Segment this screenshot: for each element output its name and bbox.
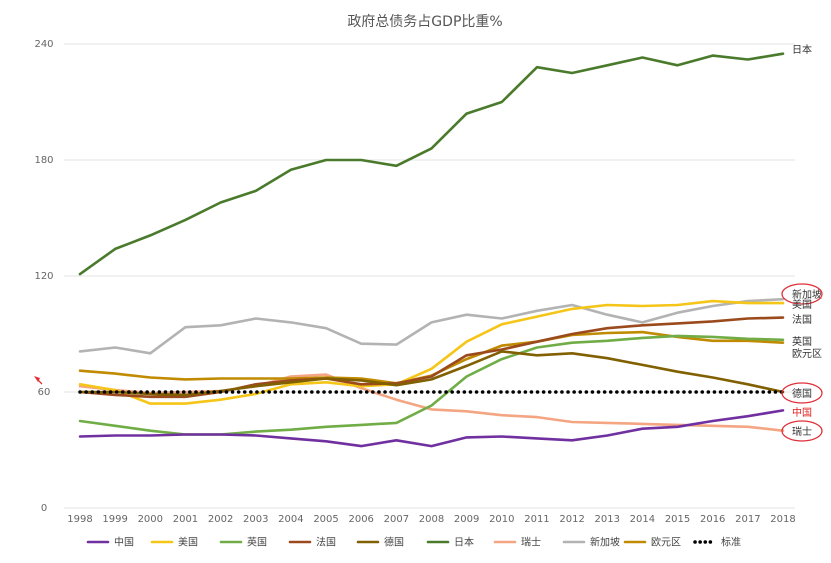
y-axis-ticks: 0 60 120 180 240 [34, 39, 53, 514]
x-tick-label: 2011 [524, 514, 549, 525]
series-line-法国 [78, 316, 785, 399]
x-tick-label: 2015 [665, 514, 690, 525]
x-tick-label: 2010 [489, 514, 514, 525]
series-line-日本 [78, 52, 785, 276]
series-line-中国 [78, 409, 785, 448]
x-tick-label: 2017 [735, 514, 760, 525]
marker-arrow-icon [34, 376, 43, 385]
end-label-新加坡: 新加坡 [792, 288, 822, 301]
legend-label-美国: 美国 [178, 536, 198, 549]
end-label-日本: 日本 [792, 43, 812, 56]
x-axis-ticks: 1998 1999 2000 2001 2002 2003 2004 2005 2006 2007… [67, 514, 795, 525]
highlight-circle [781, 283, 823, 305]
x-tick-label: 2003 [243, 514, 268, 525]
x-tick-label: 2002 [208, 514, 233, 525]
end-label-英国: 英国 [792, 335, 812, 348]
legend-label-瑞士: 瑞士 [521, 536, 541, 549]
arrow-head [34, 376, 40, 382]
series-line-新加坡 [78, 297, 785, 355]
chart-title: 政府总债务占GDP比重% [347, 14, 502, 30]
x-tick-label: 2012 [559, 514, 584, 525]
x-tick-label: 1998 [67, 514, 92, 525]
x-tick-label: 2004 [278, 514, 303, 525]
x-tick-label: 2014 [630, 514, 655, 525]
highlight-circle [781, 420, 823, 442]
y-tick-label: 240 [34, 39, 53, 50]
x-tick-label: 2000 [138, 514, 163, 525]
x-tick-label: 1999 [102, 514, 127, 525]
legend-label-德国: 德国 [384, 536, 404, 549]
highlight-circle [781, 382, 823, 404]
legend-label-欧元区: 欧元区 [651, 537, 681, 549]
y-tick-label: 120 [34, 271, 53, 282]
legend-label-新加坡: 新加坡 [590, 536, 620, 549]
series-line-德国 [78, 350, 785, 397]
end-label-德国: 德国 [792, 387, 812, 400]
y-tick-label: 0 [41, 503, 47, 514]
y-tick-label: 60 [38, 387, 51, 398]
x-tick-label: 2001 [173, 514, 198, 525]
x-tick-label: 2006 [348, 514, 373, 525]
x-tick-label: 2007 [384, 514, 409, 525]
series-line-英国 [78, 334, 785, 436]
legend-label-法国: 法国 [316, 536, 336, 549]
legend-label-中国: 中国 [114, 536, 134, 549]
x-tick-label: 2005 [313, 514, 338, 525]
legend: 中国 美国 英国 法国 德国 日本 瑞士 新加坡 欧元区 标准 [86, 536, 741, 549]
y-tick-label: 180 [34, 155, 53, 166]
x-tick-label: 2016 [700, 514, 725, 525]
gridlines [64, 43, 795, 509]
x-tick-label: 2009 [454, 514, 479, 525]
legend-label-标准: 标准 [721, 537, 741, 549]
x-tick-label: 2013 [595, 514, 620, 525]
end-label-法国: 法国 [792, 313, 812, 326]
series-line-美国 [78, 299, 785, 405]
x-tick-label: 2018 [770, 514, 795, 525]
end-label-欧元区: 欧元区 [792, 348, 822, 360]
legend-label-英国: 英国 [247, 536, 267, 549]
series-lines [78, 52, 785, 448]
end-label-美国: 美国 [792, 298, 812, 311]
legend-label-日本: 日本 [454, 536, 474, 549]
end-label-瑞士: 瑞士 [792, 425, 812, 438]
x-tick-label: 2008 [419, 514, 444, 525]
end-label-中国: 中国 [792, 406, 812, 419]
